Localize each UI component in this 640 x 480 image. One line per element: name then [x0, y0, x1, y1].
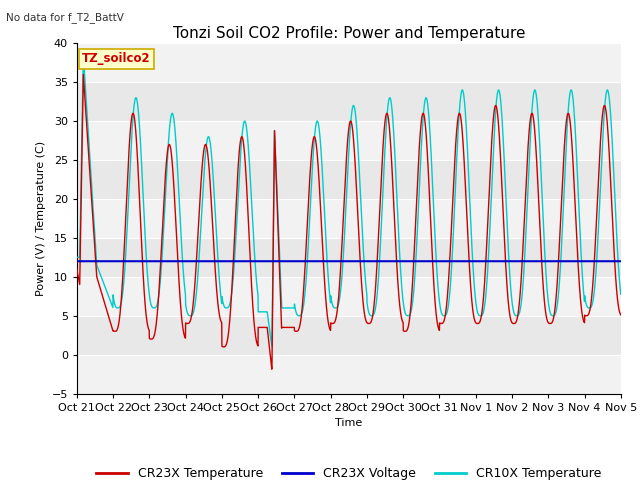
CR23X Temperature: [268, 366, 276, 372]
CR10X Temperature: [268, 343, 276, 349]
CR10X Temperature: [282, 305, 290, 311]
CR23X Temperature: [168, 150, 175, 156]
CR23X Voltage: [617, 258, 625, 264]
Y-axis label: Power (V) / Temperature (C): Power (V) / Temperature (C): [36, 141, 46, 296]
Title: Tonzi Soil CO2 Profile: Power and Temperature: Tonzi Soil CO2 Profile: Power and Temper…: [173, 25, 525, 41]
CR10X Temperature: [607, 109, 614, 115]
CR23X Temperature: [79, 72, 87, 77]
Text: No data for f_T2_BattV: No data for f_T2_BattV: [6, 12, 124, 23]
CR23X Temperature: [282, 324, 290, 330]
Bar: [77, 277, 621, 316]
CR23X Temperature: [135, 186, 143, 192]
CR10X Temperature: [617, 291, 625, 297]
Text: TZ_soilco2: TZ_soilco2: [82, 52, 151, 65]
CR23X Voltage: [305, 258, 313, 264]
CR23X Voltage: [606, 258, 614, 264]
CR23X Temperature: [305, 183, 313, 189]
Bar: [77, 199, 621, 238]
CR23X Temperature: [617, 312, 625, 318]
CR10X Temperature: [548, 312, 556, 318]
Legend: CR23X Temperature, CR23X Voltage, CR10X Temperature: CR23X Temperature, CR23X Voltage, CR10X …: [92, 462, 606, 480]
CR23X Voltage: [282, 258, 289, 264]
CR23X Voltage: [548, 258, 556, 264]
Line: CR23X Temperature: CR23X Temperature: [77, 74, 621, 369]
CR10X Temperature: [79, 52, 87, 58]
CR23X Voltage: [167, 258, 175, 264]
CR23X Voltage: [73, 258, 81, 264]
Bar: [77, 121, 621, 160]
Line: CR10X Temperature: CR10X Temperature: [77, 55, 621, 346]
CR23X Temperature: [548, 320, 556, 325]
Bar: [77, 355, 621, 394]
CR10X Temperature: [305, 222, 313, 228]
CR10X Temperature: [73, 254, 81, 260]
CR10X Temperature: [168, 112, 175, 118]
Bar: [77, 43, 621, 82]
CR10X Temperature: [135, 117, 143, 122]
X-axis label: Time: Time: [335, 418, 362, 428]
CR23X Voltage: [135, 258, 143, 264]
CR23X Temperature: [607, 175, 614, 181]
CR23X Temperature: [73, 266, 81, 272]
